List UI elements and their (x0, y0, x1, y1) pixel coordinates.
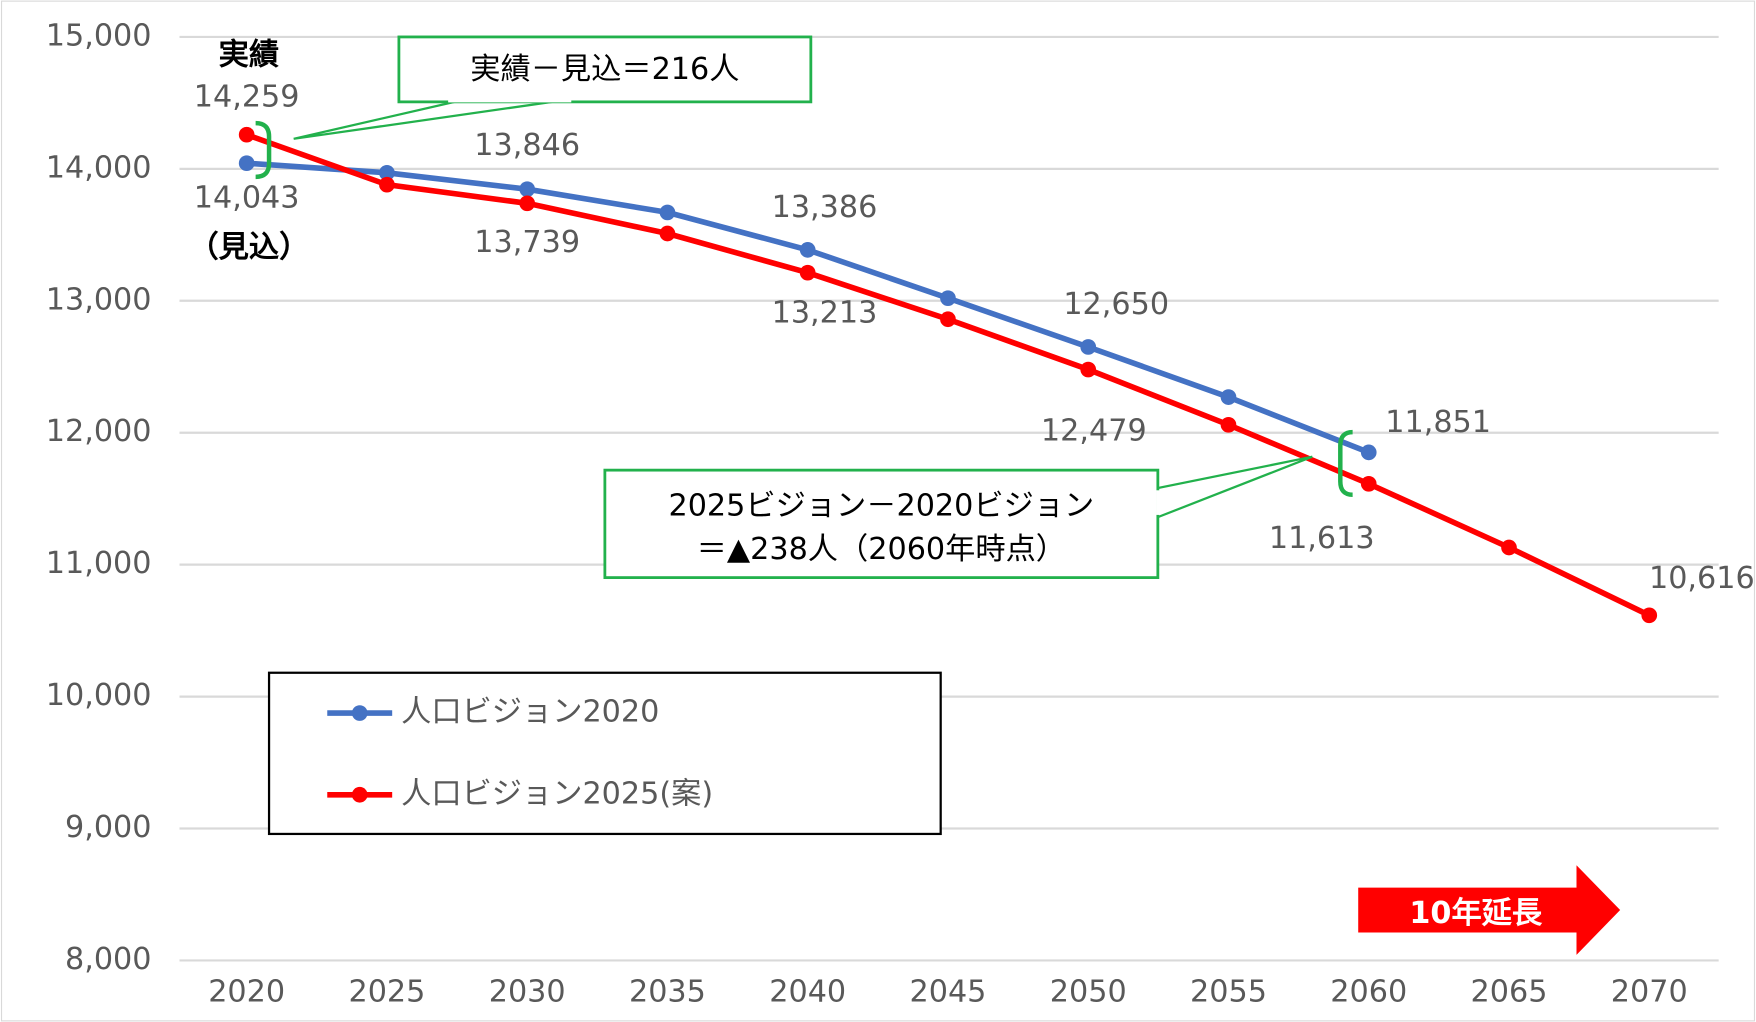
data-point (519, 181, 536, 198)
data-point (1080, 361, 1097, 378)
extension-arrow (1358, 865, 1621, 955)
y-tick-label: 14,000 (46, 150, 152, 185)
x-tick-label: 2020 (208, 974, 285, 1009)
data-label: 12,650 (1063, 287, 1169, 322)
y-tick-label: 9,000 (65, 810, 152, 845)
data-point (1360, 475, 1377, 492)
data-label: 11,851 (1385, 405, 1491, 440)
y-tick-label: 15,000 (46, 18, 152, 53)
data-point (1080, 339, 1097, 355)
data-point (379, 164, 395, 181)
x-tick-label: 2070 (1611, 974, 1688, 1009)
data-label: 10,616 (1649, 561, 1755, 596)
x-tick-label: 2040 (769, 974, 846, 1009)
data-label: 11,613 (1269, 521, 1375, 556)
x-tick-label: 2055 (1190, 974, 1267, 1009)
data-point (379, 176, 395, 193)
data-point (799, 242, 816, 258)
legend-marker (351, 705, 368, 721)
bracket (1338, 429, 1353, 498)
data-point (519, 195, 536, 212)
data-point (1220, 389, 1237, 405)
callout-box (603, 468, 1160, 580)
data-label: 13,213 (772, 296, 878, 331)
x-tick-label: 2035 (629, 974, 706, 1009)
data-point (238, 155, 255, 172)
x-tick-label: 2050 (1050, 974, 1127, 1009)
data-label: 13,386 (772, 190, 878, 225)
y-tick-label: 11,000 (46, 546, 152, 581)
callout-text: 実績－見込＝216人 (470, 52, 739, 87)
callout-text: 2025ビジョン－2020ビジョン (668, 489, 1094, 524)
data-label: 14,259 (194, 79, 300, 114)
x-tick-label: 2065 (1471, 974, 1548, 1009)
legend-label: 人口ビジョン2025(案) (401, 776, 713, 811)
callout-text: ＝▲238人（2060年時点） (697, 532, 1066, 567)
data-point (799, 264, 816, 281)
legend (267, 671, 942, 836)
x-tick-label: 2030 (489, 974, 566, 1009)
data-point (940, 290, 956, 306)
callout-box (397, 35, 813, 104)
x-tick-label: 2045 (910, 974, 987, 1009)
data-label: 14,043 (194, 181, 300, 216)
y-tick-label: 13,000 (46, 282, 152, 317)
y-tick-label: 10,000 (46, 678, 152, 713)
y-tick-label: 12,000 (46, 414, 152, 449)
data-point (940, 311, 956, 328)
bracket (255, 120, 272, 180)
y-tick-label: 8,000 (65, 942, 152, 977)
data-label: 13,846 (474, 128, 580, 163)
data-point (1641, 607, 1658, 624)
data-point (238, 126, 255, 143)
legend-marker (351, 786, 368, 803)
data-point (1501, 539, 1517, 556)
data-point (1220, 416, 1237, 433)
x-tick-label: 2060 (1330, 974, 1407, 1009)
data-point (659, 225, 676, 242)
extension-label: 10年延長 (1409, 896, 1542, 931)
data-label: 13,739 (474, 225, 580, 260)
annotation: 実績 (219, 37, 279, 72)
data-point (659, 204, 676, 221)
data-label: 12,479 (1041, 414, 1147, 449)
annotation: （見込） (188, 230, 309, 265)
x-tick-label: 2025 (348, 974, 425, 1009)
data-point (1360, 444, 1377, 461)
legend-label: 人口ビジョン2020 (401, 695, 659, 730)
